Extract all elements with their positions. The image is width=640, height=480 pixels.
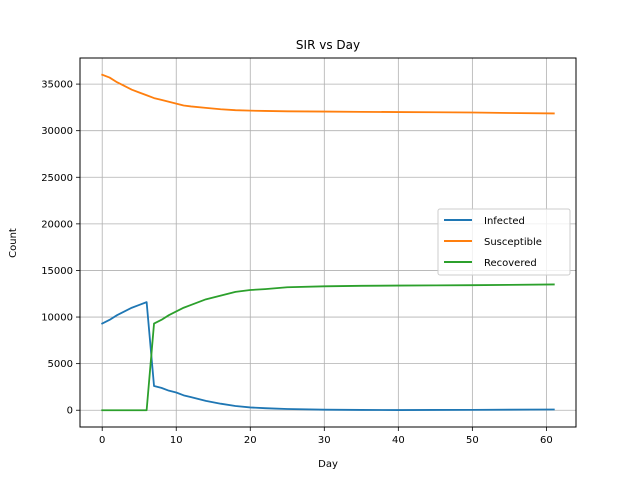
y-tick-label: 10000 [41, 313, 73, 324]
x-axis-ticks: 0 10 20 30 40 50 60 [99, 427, 553, 446]
chart-title: SIR vs Day [296, 38, 360, 52]
y-tick-label: 35000 [41, 80, 73, 91]
x-tick-label: 20 [244, 435, 257, 446]
y-axis-label: Count [8, 228, 19, 258]
legend-label-susceptible: Susceptible [484, 237, 542, 248]
recovered-line [101, 283, 555, 412]
y-axis-ticks: 0 5000 10000 15000 20000 25000 30000 35000 [41, 80, 80, 417]
y-tick-label: 0 [67, 406, 73, 417]
y-tick-label: 15000 [41, 266, 73, 277]
legend-label-infected: Infected [484, 216, 525, 227]
infected-line [101, 301, 555, 411]
x-axis-label: Day [318, 459, 338, 470]
y-tick-label: 25000 [41, 173, 73, 184]
x-tick-label: 10 [170, 435, 183, 446]
x-tick-label: 0 [99, 435, 105, 446]
y-tick-label: 5000 [48, 359, 73, 370]
legend: Infected Susceptible Recovered [437, 208, 571, 276]
series-lines [101, 73, 555, 412]
y-tick-label: 30000 [41, 126, 73, 137]
x-tick-label: 50 [466, 435, 479, 446]
susceptible-line [101, 73, 555, 115]
x-tick-label: 40 [392, 435, 405, 446]
legend-label-recovered: Recovered [484, 258, 537, 269]
plot-frame [79, 57, 577, 428]
x-tick-label: 30 [318, 435, 331, 446]
y-tick-label: 20000 [41, 219, 73, 230]
legend-box [437, 208, 571, 276]
x-tick-label: 60 [540, 435, 553, 446]
